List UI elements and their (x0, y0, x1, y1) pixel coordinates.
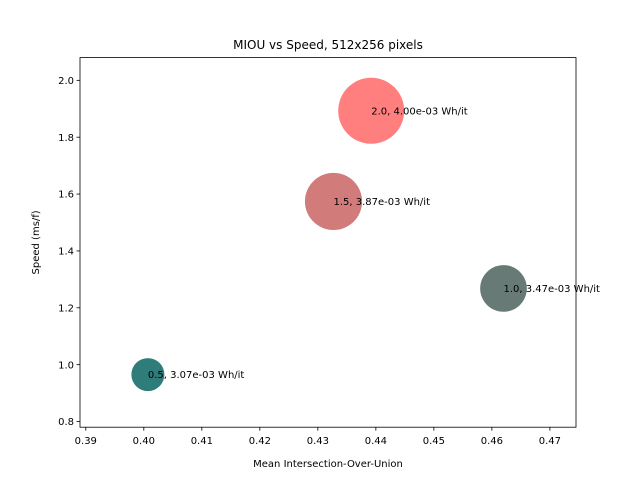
y-tick-label: 1.8 (58, 133, 74, 144)
y-tick-label: 1.6 (58, 190, 74, 201)
y-tick-label: 2.0 (58, 76, 74, 87)
y-tick-label: 1.2 (58, 303, 74, 314)
data-labels-layer: 0.5, 3.07e-03 Wh/it 1.0, 3.47e-03 Wh/it 1.… (148, 106, 600, 381)
y-tick-label: 0.8 (58, 417, 74, 428)
y-tick-label: 1.4 (58, 247, 74, 258)
x-tick-label: 0.40 (133, 436, 155, 447)
y-axis-label: Speed (ms/f) (31, 210, 42, 274)
data-point-label: 1.0, 3.47e-03 Wh/it (503, 284, 600, 295)
data-point-label: 1.5, 3.87e-03 Wh/it (334, 197, 431, 208)
x-tick-label: 0.47 (539, 436, 561, 447)
data-point (338, 77, 405, 144)
x-tick-label: 0.44 (365, 436, 387, 447)
y-tick-label: 1.0 (58, 360, 74, 371)
chart-title: MIOU vs Speed, 512x256 pixels (233, 38, 423, 52)
x-tick-label: 0.39 (75, 436, 97, 447)
y-axis: 0.8 1.0 1.2 1.4 1.6 1.8 2.0 (58, 76, 80, 428)
data-point (304, 172, 363, 231)
plot-area-frame (79, 57, 577, 428)
x-tick-label: 0.45 (423, 436, 445, 447)
data-point (480, 265, 527, 312)
x-tick-label: 0.43 (307, 436, 329, 447)
data-point (131, 358, 165, 392)
x-tick-label: 0.46 (481, 436, 503, 447)
x-axis-label: Mean Intersection-Over-Union (253, 459, 403, 470)
data-point-label: 2.0, 4.00e-03 Wh/it (371, 106, 468, 117)
x-tick-label: 0.41 (191, 436, 213, 447)
x-tick-label: 0.42 (249, 436, 271, 447)
points-layer (131, 77, 527, 392)
x-axis: 0.39 0.40 0.41 0.42 0.43 0.44 0.45 0.46 0.47 (75, 427, 561, 447)
data-point-label: 0.5, 3.07e-03 Wh/it (148, 370, 245, 381)
